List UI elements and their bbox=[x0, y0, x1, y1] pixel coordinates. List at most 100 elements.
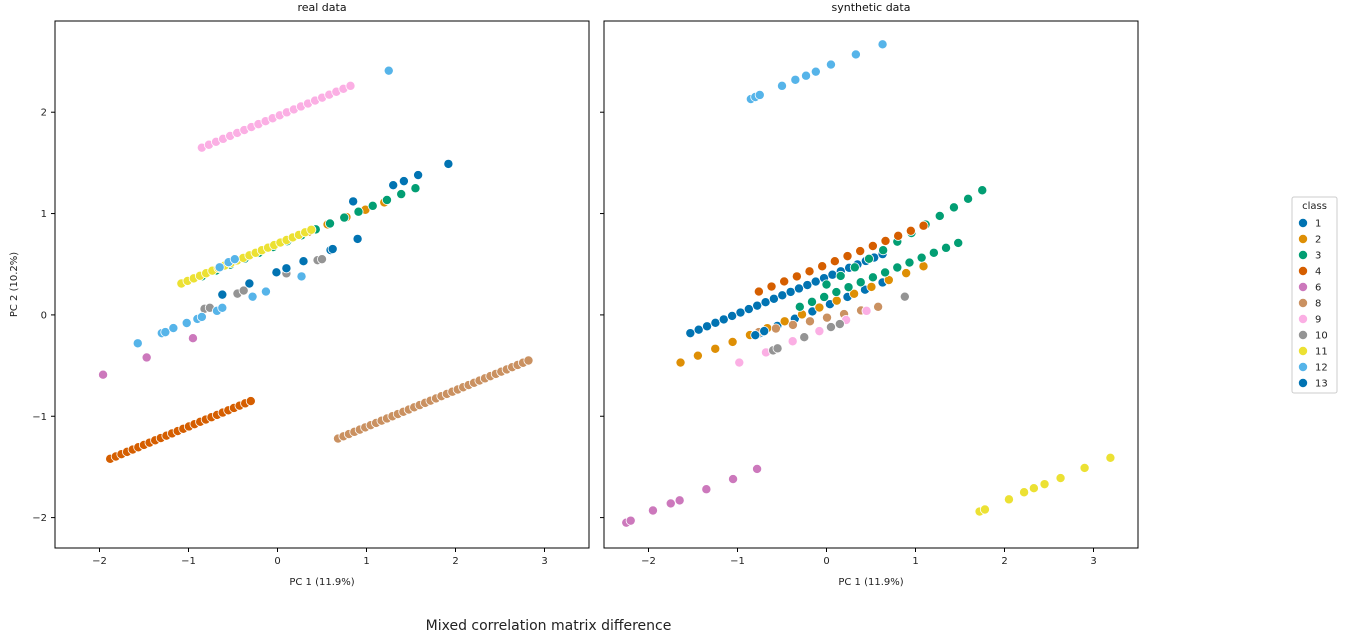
panel-synthetic-data: synthetic data −2 −1 0 1 2 3 PC 1 (11.9%) bbox=[600, 1, 1139, 588]
data-point-class-1 bbox=[217, 289, 228, 300]
data-point-class-9 bbox=[861, 305, 872, 316]
data-point-class-11 bbox=[1105, 452, 1116, 463]
x-tick-label: 2 bbox=[1001, 556, 1007, 567]
data-point-class-3 bbox=[835, 270, 846, 281]
data-point-class-1 bbox=[752, 300, 763, 311]
data-point-class-12 bbox=[810, 66, 821, 77]
figure-caption: Mixed correlation matrix difference bbox=[425, 618, 672, 634]
data-point-class-2 bbox=[866, 281, 877, 292]
data-point-class-13 bbox=[750, 330, 761, 341]
data-point-class-11 bbox=[1003, 494, 1014, 505]
data-point-class-10 bbox=[316, 254, 327, 265]
x-axis-label: PC 1 (11.9%) bbox=[289, 577, 354, 588]
data-point-class-10 bbox=[899, 291, 910, 302]
data-point-class-8 bbox=[804, 316, 815, 327]
x-tick-label: 0 bbox=[274, 556, 280, 567]
data-point-class-12 bbox=[229, 254, 240, 265]
data-point-class-3 bbox=[806, 296, 817, 307]
data-point-class-4 bbox=[804, 266, 815, 277]
data-point-class-6 bbox=[647, 505, 658, 516]
data-point-class-11 bbox=[1055, 473, 1066, 484]
data-point-class-3 bbox=[367, 200, 378, 211]
data-point-class-2 bbox=[831, 295, 842, 306]
legend-marker-8 bbox=[1298, 297, 1309, 308]
x-tick-label: −2 bbox=[641, 556, 656, 567]
data-point-class-3 bbox=[855, 277, 866, 288]
data-point-class-6 bbox=[665, 498, 676, 509]
data-point-class-3 bbox=[916, 252, 927, 263]
data-point-class-12 bbox=[132, 338, 143, 349]
data-point-class-13 bbox=[413, 170, 424, 181]
legend-label-1: 1 bbox=[1315, 219, 1321, 230]
data-point-class-3 bbox=[831, 287, 842, 298]
data-point-class-4 bbox=[779, 276, 790, 287]
data-point-class-2 bbox=[901, 268, 912, 279]
data-point-class-4 bbox=[855, 246, 866, 257]
data-point-class-8 bbox=[787, 319, 798, 330]
data-point-class-12 bbox=[217, 302, 228, 313]
legend-label-10: 10 bbox=[1315, 331, 1328, 342]
panel-title: synthetic data bbox=[832, 1, 911, 14]
data-point-class-3 bbox=[928, 247, 939, 258]
data-point-class-3 bbox=[963, 193, 974, 204]
data-point-class-1 bbox=[827, 269, 838, 280]
data-point-class-3 bbox=[396, 189, 407, 200]
panel-real-data: real data −2 −1 0 1 2 3 −2 −1 0 1 2 PC 1 (11.9%) PC 2… bbox=[9, 1, 590, 588]
data-point-class-1 bbox=[702, 321, 713, 332]
data-point-class-3 bbox=[863, 253, 874, 264]
x-tick-label: −1 bbox=[181, 556, 196, 567]
data-point-class-3 bbox=[941, 242, 952, 253]
data-point-class-11 bbox=[1019, 487, 1030, 498]
y-tick-label: 1 bbox=[41, 209, 47, 220]
data-point-class-11 bbox=[1039, 479, 1050, 490]
data-point-class-4 bbox=[880, 235, 891, 246]
data-point-class-2 bbox=[918, 261, 929, 272]
legend-label-4: 4 bbox=[1315, 267, 1321, 278]
data-point-class-8 bbox=[770, 323, 781, 334]
legend-marker-13 bbox=[1298, 377, 1309, 388]
data-point-class-3 bbox=[325, 218, 336, 229]
data-point-class-1 bbox=[271, 267, 282, 278]
x-tick-label: 1 bbox=[912, 556, 918, 567]
data-point-class-10 bbox=[825, 322, 836, 333]
data-point-class-6 bbox=[728, 474, 739, 485]
data-point-class-12 bbox=[754, 89, 765, 100]
data-point-class-13 bbox=[327, 244, 338, 255]
data-point-class-1 bbox=[727, 310, 738, 321]
data-point-class-3 bbox=[843, 282, 854, 293]
data-point-class-4 bbox=[905, 225, 916, 236]
data-point-class-12 bbox=[850, 49, 861, 60]
data-point-class-1 bbox=[685, 328, 696, 339]
x-tick-label: −1 bbox=[730, 556, 745, 567]
data-point-class-1 bbox=[760, 297, 771, 308]
data-point-class-9 bbox=[734, 357, 745, 368]
data-point-class-12 bbox=[214, 262, 225, 273]
legend-marker-4 bbox=[1298, 265, 1309, 276]
data-point-class-4 bbox=[791, 271, 802, 282]
data-point-class-13 bbox=[388, 180, 399, 191]
legend-marker-9 bbox=[1298, 313, 1309, 324]
data-point-class-12 bbox=[260, 286, 271, 297]
data-point-class-1 bbox=[777, 290, 788, 301]
data-point-class-11 bbox=[1028, 483, 1039, 494]
data-point-class-12 bbox=[790, 74, 801, 85]
x-tick-label: 0 bbox=[823, 556, 829, 567]
y-tick-label: −1 bbox=[32, 412, 47, 423]
data-point-class-4 bbox=[867, 240, 878, 251]
data-point-class-6 bbox=[98, 369, 109, 380]
legend-label-9: 9 bbox=[1315, 315, 1321, 326]
data-point-class-8 bbox=[873, 301, 884, 312]
data-point-class-13 bbox=[348, 196, 359, 207]
legend-marker-6 bbox=[1298, 281, 1309, 292]
data-point-class-1 bbox=[352, 233, 363, 244]
data-point-class-1 bbox=[693, 324, 704, 335]
x-tick-label: 3 bbox=[1090, 556, 1096, 567]
data-point-class-1 bbox=[735, 307, 746, 318]
x-axis-label: PC 1 (11.9%) bbox=[838, 577, 903, 588]
data-point-class-3 bbox=[892, 262, 903, 273]
data-point-class-4 bbox=[245, 396, 256, 407]
legend-label-8: 8 bbox=[1315, 299, 1321, 310]
data-point-class-11 bbox=[1079, 462, 1090, 473]
data-point-class-4 bbox=[893, 230, 904, 241]
data-point-class-3 bbox=[953, 237, 964, 248]
